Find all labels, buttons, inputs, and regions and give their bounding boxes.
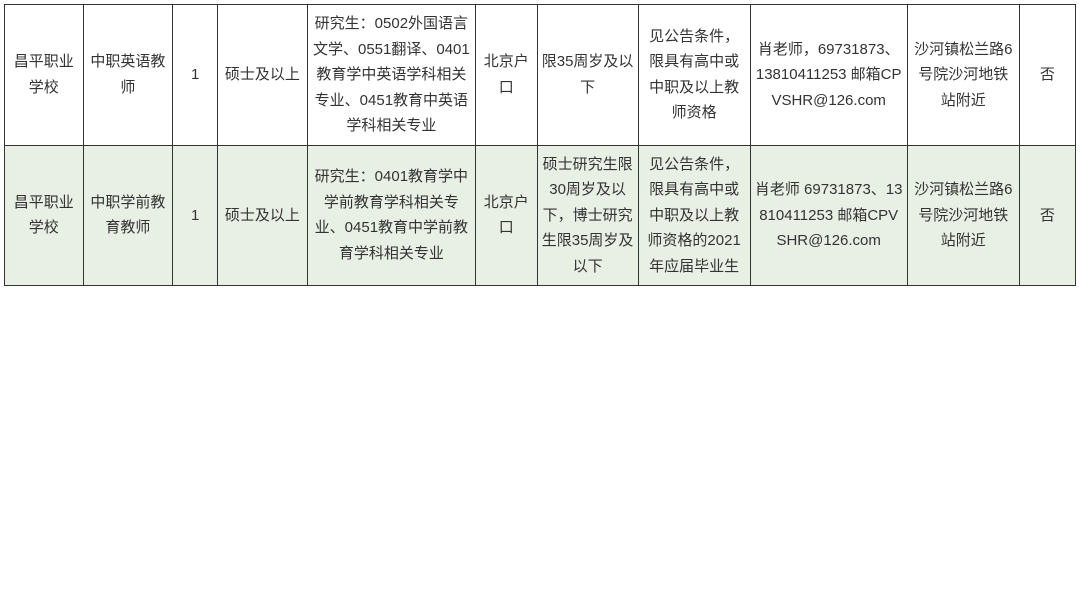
cell-contact: 肖老师 69731873、13810411253 邮箱CPVSHR@126.co… — [750, 145, 907, 286]
cell-school: 昌平职业学校 — [5, 145, 84, 286]
cell-requirement: 见公告条件，限具有高中或中职及以上教师资格的2021年应届毕业生 — [638, 145, 750, 286]
table-body: 昌平职业学校 中职英语教师 1 硕士及以上 研究生：0502外国语言文学、055… — [5, 5, 1076, 286]
cell-count: 1 — [173, 5, 218, 146]
recruitment-table: 昌平职业学校 中职英语教师 1 硕士及以上 研究生：0502外国语言文学、055… — [4, 4, 1076, 286]
cell-hukou: 北京户口 — [475, 5, 537, 146]
cell-age: 硕士研究生限30周岁及以下，博士研究生限35周岁及以下 — [537, 145, 638, 286]
cell-address: 沙河镇松兰路6号院沙河地铁站附近 — [907, 145, 1019, 286]
cell-address: 沙河镇松兰路6号院沙河地铁站附近 — [907, 5, 1019, 146]
cell-count: 1 — [173, 145, 218, 286]
cell-position: 中职英语教师 — [83, 5, 173, 146]
cell-degree: 硕士及以上 — [218, 145, 308, 286]
table-row: 昌平职业学校 中职英语教师 1 硕士及以上 研究生：0502外国语言文学、055… — [5, 5, 1076, 146]
cell-age: 限35周岁及以下 — [537, 5, 638, 146]
cell-flag: 否 — [1019, 145, 1075, 286]
cell-school: 昌平职业学校 — [5, 5, 84, 146]
cell-flag: 否 — [1019, 5, 1075, 146]
cell-hukou: 北京户口 — [475, 145, 537, 286]
cell-major: 研究生：0401教育学中学前教育学科相关专业、0451教育中学前教育学科相关专业 — [307, 145, 475, 286]
table-row: 昌平职业学校 中职学前教育教师 1 硕士及以上 研究生：0401教育学中学前教育… — [5, 145, 1076, 286]
cell-contact: 肖老师，69731873、13810411253 邮箱CPVSHR@126.co… — [750, 5, 907, 146]
cell-position: 中职学前教育教师 — [83, 145, 173, 286]
cell-requirement: 见公告条件，限具有高中或中职及以上教师资格 — [638, 5, 750, 146]
cell-major: 研究生：0502外国语言文学、0551翻译、0401教育学中英语学科相关专业、0… — [307, 5, 475, 146]
cell-degree: 硕士及以上 — [218, 5, 308, 146]
